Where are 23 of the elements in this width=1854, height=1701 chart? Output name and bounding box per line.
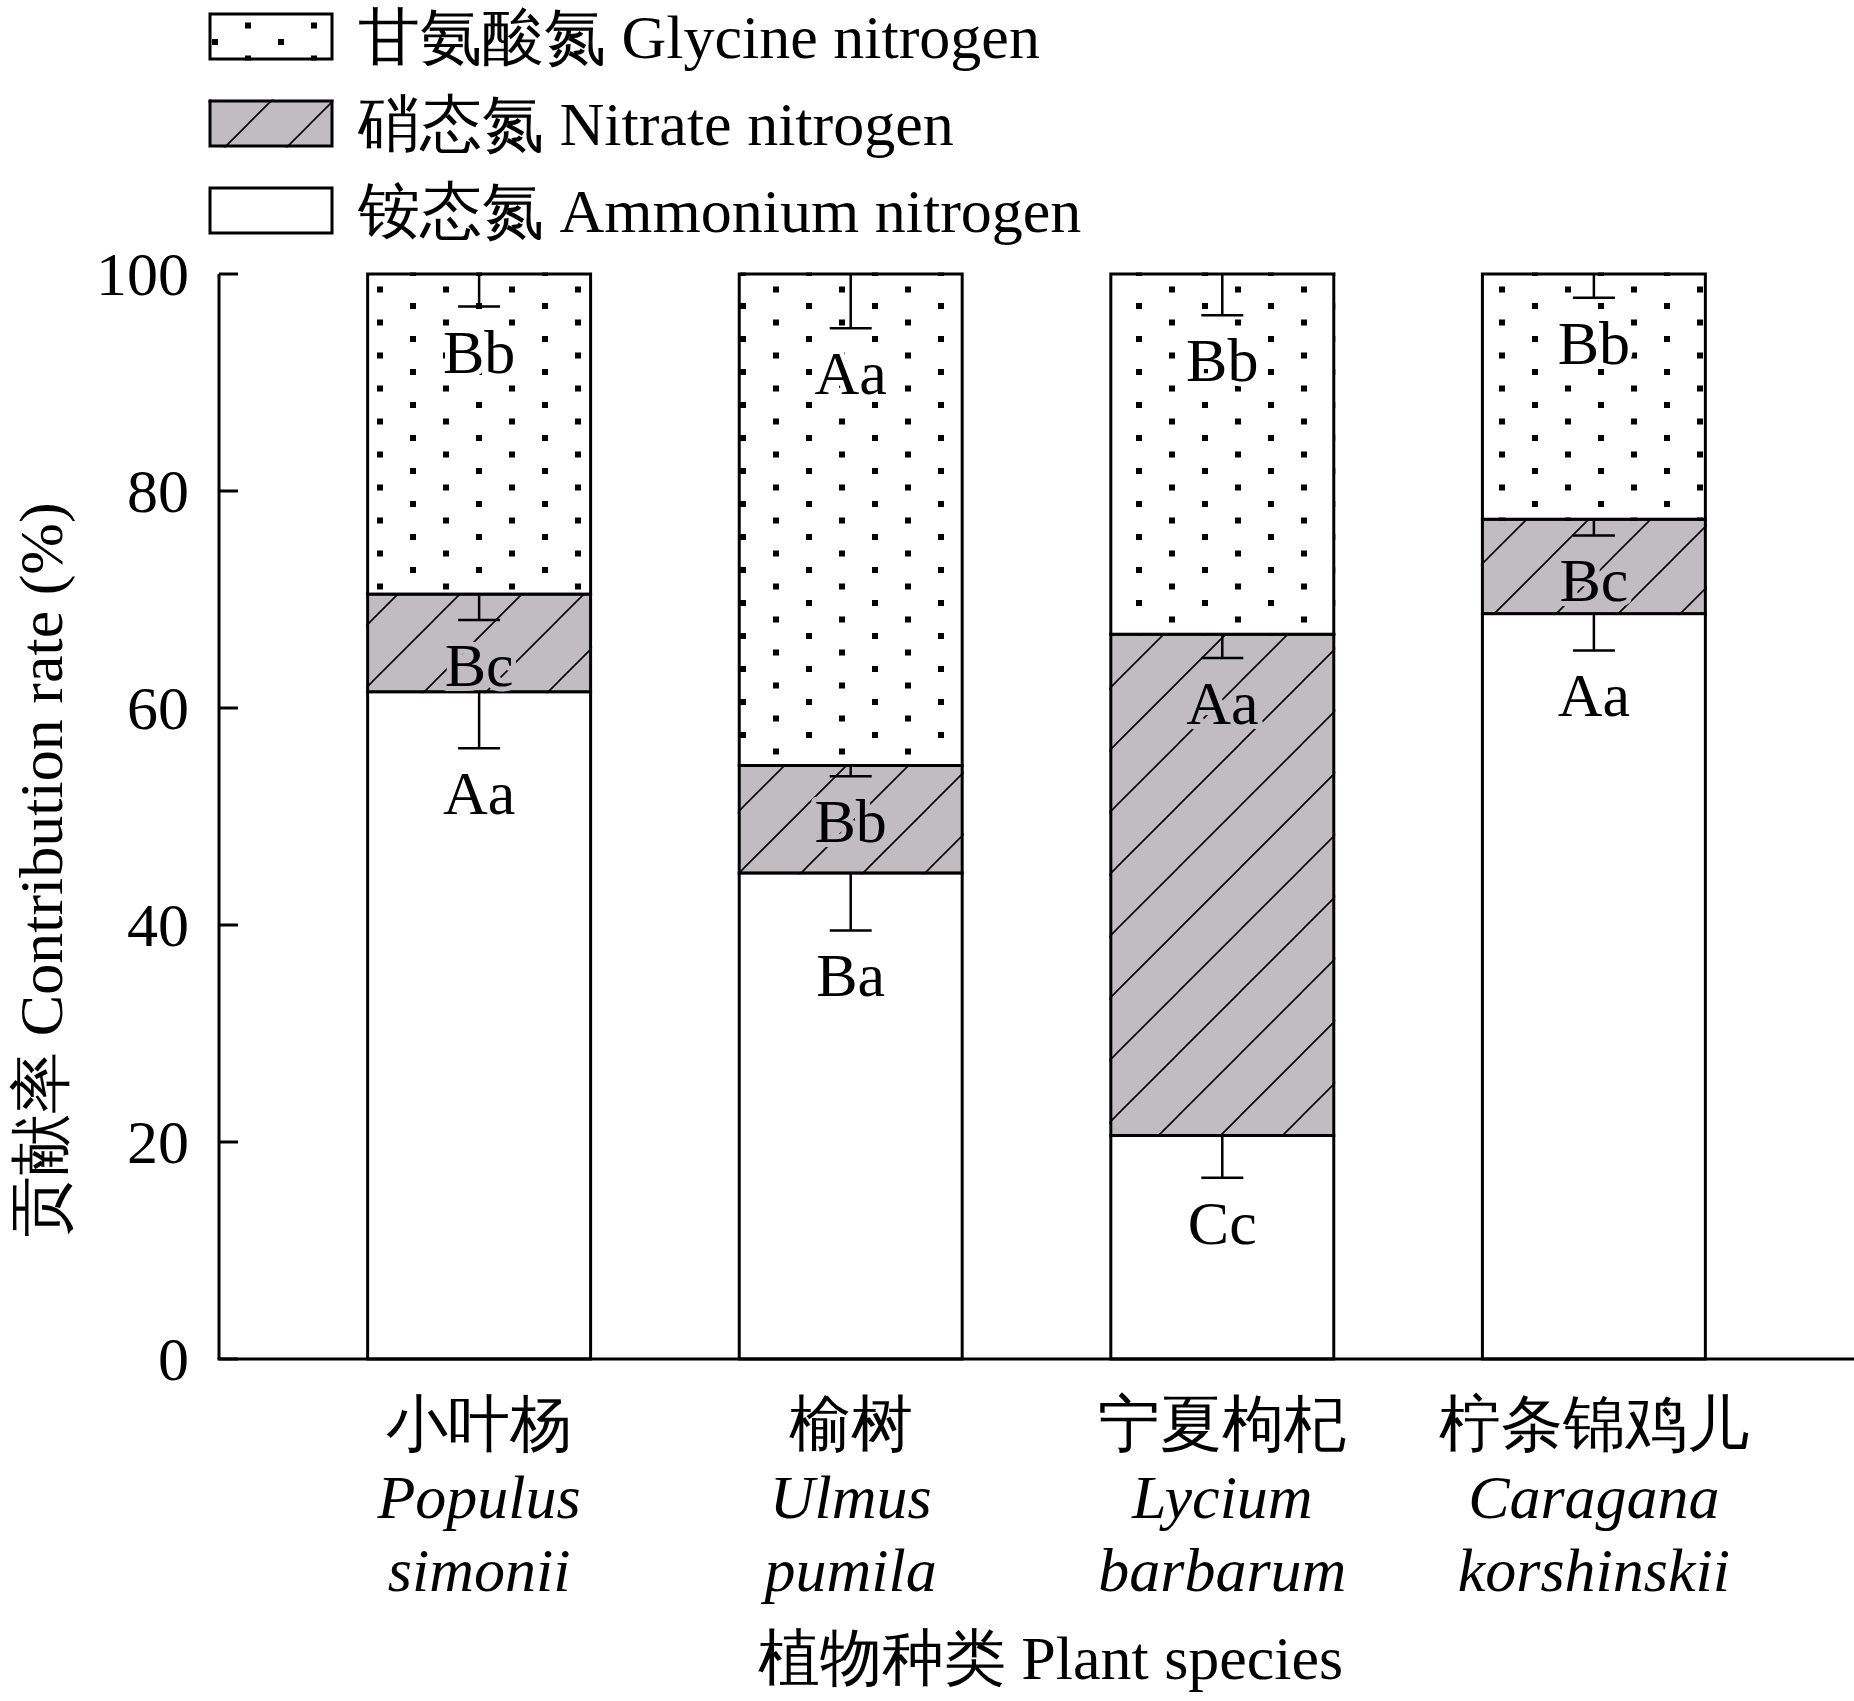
data-label: Aa bbox=[442, 759, 516, 828]
data-label: Aa bbox=[814, 339, 887, 408]
data-label: Cc bbox=[1187, 1188, 1257, 1257]
data-label: Bb bbox=[442, 317, 516, 386]
data-label: Bb bbox=[1186, 326, 1259, 395]
x-tick-label: 榆树 Ulmus pumila bbox=[760, 1390, 937, 1604]
y-tick-label: 20 bbox=[127, 1108, 189, 1176]
x-tick-label: 小叶杨 Populus simonii bbox=[376, 1390, 581, 1604]
y-tick-label: 80 bbox=[127, 457, 189, 525]
data-label: Bb bbox=[1557, 308, 1631, 377]
y-tick-label: 100 bbox=[96, 240, 189, 308]
legend-label: 甘氨酸氮 Glycine nitrogen bbox=[358, 3, 1040, 71]
x-tick-label: 柠条锦鸡儿 Caragana korshinskii bbox=[1438, 1390, 1749, 1604]
data-label: Aa bbox=[1557, 661, 1631, 730]
y-tick-label: 0 bbox=[158, 1325, 189, 1393]
x-axis-title: 植物种类 Plant species bbox=[757, 1624, 1344, 1692]
y-tick-label: 40 bbox=[127, 891, 189, 959]
legend-label: 铵态氮 Ammonium nitrogen bbox=[357, 177, 1082, 245]
x-tick-label: 宁夏枸杞 Lycium barbarum bbox=[1098, 1390, 1347, 1604]
legend-label: 硝态氮 Nitrate nitrogen bbox=[357, 90, 954, 158]
y-tick-label: 60 bbox=[127, 674, 189, 742]
y-axis-title: 贡献率 Contribution rate (%) bbox=[7, 502, 76, 1238]
data-label: Ba bbox=[816, 941, 886, 1010]
